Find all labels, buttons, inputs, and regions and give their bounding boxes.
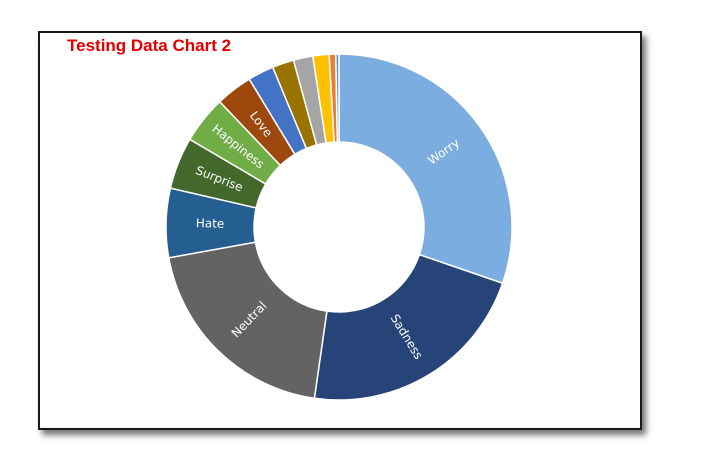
chart-frame: Worry Sadness Neutral Hate Surprise Happiness… (38, 31, 642, 430)
slice-worry (338, 53, 513, 285)
slice-unlabeled-12 (334, 53, 340, 143)
chart-title: Testing Data Chart 2 (67, 36, 232, 55)
slice-neutral (167, 241, 328, 400)
slice-sadness (313, 253, 504, 401)
donut-chart: WorrySadnessNeutralHateSurpriseHappiness… (165, 53, 513, 401)
slice-label-hate: Hate (196, 216, 225, 231)
